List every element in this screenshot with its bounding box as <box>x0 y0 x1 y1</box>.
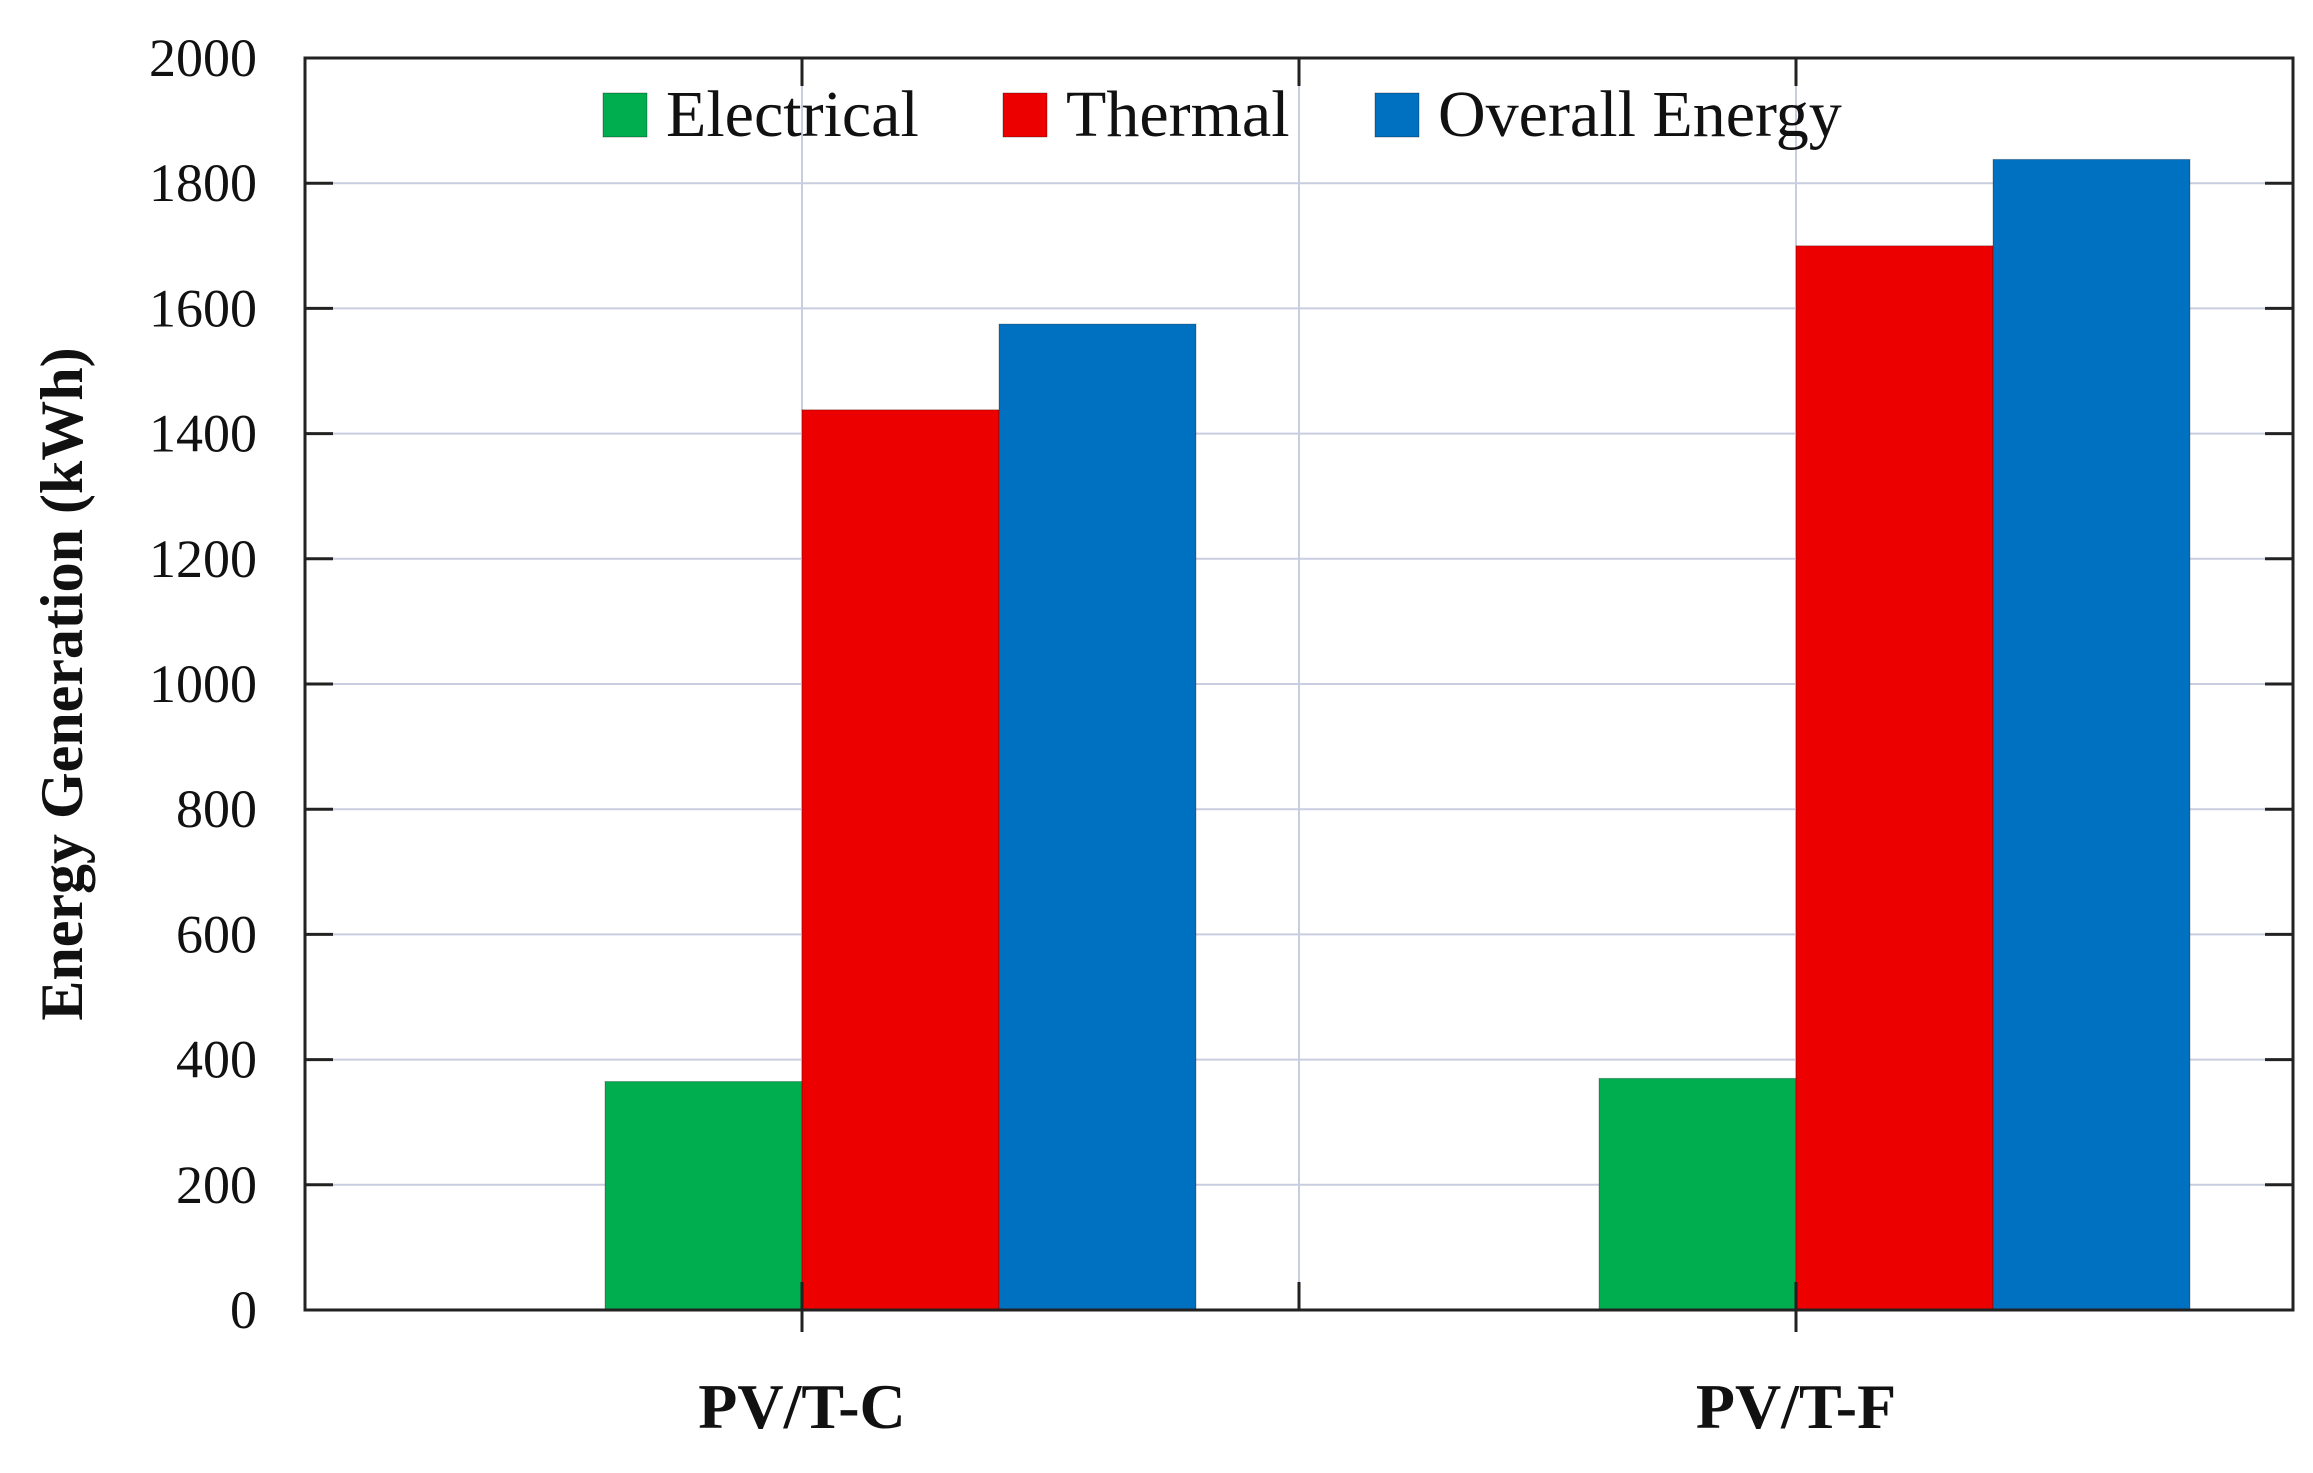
legend-swatch-thermal <box>1002 92 1048 138</box>
legend-label-overall-energy: Overall Energy <box>1438 78 1842 151</box>
y-tick-label: 1200 <box>149 529 257 589</box>
y-tick-label: 2000 <box>149 28 257 88</box>
axis-ticks <box>305 56 2293 1332</box>
bars <box>604 158 2191 1311</box>
bar-overall-energy-1 <box>998 323 1197 1311</box>
y-tick-label: 1400 <box>149 404 257 464</box>
x-tick-label: PV/T-F <box>1696 1371 1896 1442</box>
y-tick-label: 1000 <box>149 654 257 714</box>
x-tick-label: PV/T-C <box>698 1371 905 1442</box>
legend-label-thermal: Thermal <box>1066 78 1290 151</box>
y-tick-label: 1600 <box>149 278 257 338</box>
bar-electrical-2 <box>1598 1077 1797 1311</box>
y-axis-label: Energy Generation (kWh) <box>29 347 95 1020</box>
legend-swatch-overall-energy <box>1374 92 1420 138</box>
legend-swatch-electrical <box>602 92 648 138</box>
legend: Electrical Thermal Overall Energy <box>602 78 1842 151</box>
y-tick-label: 1800 <box>149 153 257 213</box>
y-tick-label: 600 <box>176 904 257 964</box>
bar-thermal-1 <box>801 409 1000 1311</box>
y-tick-label: 400 <box>176 1030 257 1090</box>
y-tick-label: 800 <box>176 779 257 839</box>
y-tick-label: 200 <box>176 1155 257 1215</box>
bar-overall-energy-2 <box>1992 158 2191 1311</box>
tick-labels: 0 200 400 600 800 1000 1200 1400 1600 1800 2000 PV/… <box>149 28 1896 1442</box>
y-tick-label: 0 <box>230 1280 257 1340</box>
bar-electrical-1 <box>604 1081 803 1311</box>
bar-thermal-2 <box>1795 245 1994 1311</box>
legend-label-electrical: Electrical <box>666 78 919 151</box>
